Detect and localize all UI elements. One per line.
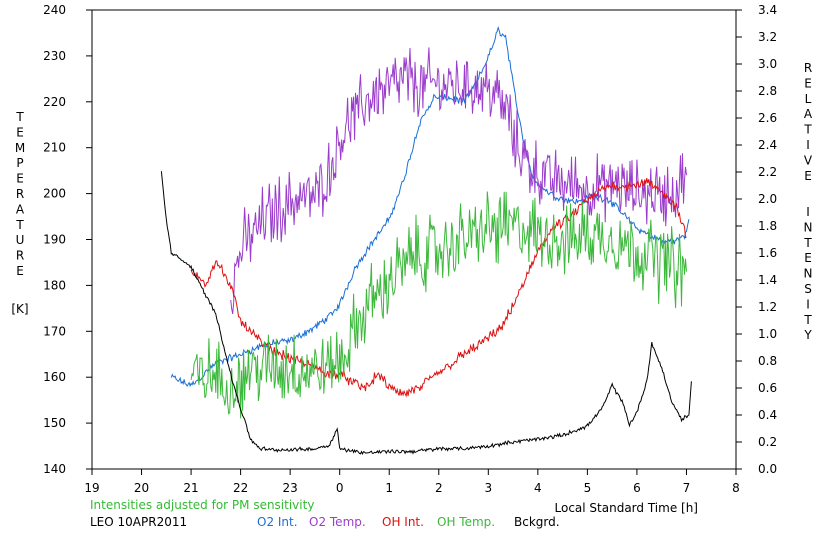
right-axis-title-letter: V xyxy=(804,153,813,167)
legend-entry: O2 Int. xyxy=(257,515,298,529)
left-tick-label: 160 xyxy=(43,370,66,384)
x-axis: 19 20 21 22 23 0 1 2 3 4 5 6 7 8 xyxy=(84,469,740,495)
left-axis-title-letter: A xyxy=(16,202,25,216)
right-tick-label: 2.8 xyxy=(758,84,777,98)
plot-border xyxy=(91,9,737,470)
right-tick-label: 2.2 xyxy=(758,165,777,179)
plot-frame xyxy=(91,9,737,470)
x-tick-label: 2 xyxy=(435,481,443,495)
x-tick-label: 23 xyxy=(283,481,298,495)
right-axis-title-letter: N xyxy=(804,267,813,281)
left-axis: 140 150 160 170 180 190 200 210 220 230 240 xyxy=(43,3,92,476)
x-tick-label: 22 xyxy=(233,481,248,495)
left-axis-title-letter: T xyxy=(15,218,24,232)
legend-entry: OH Int. xyxy=(382,515,424,529)
right-axis-title-letter: E xyxy=(804,251,812,265)
x-tick-label: 5 xyxy=(584,481,592,495)
right-axis-title-letter: I xyxy=(806,297,810,311)
legend: O2 Int. O2 Temp. OH Int. OH Temp. Bckgrd. xyxy=(257,515,560,529)
right-tick-label: 0.8 xyxy=(758,354,777,368)
right-axis: 0.0 0.2 0.4 0.6 0.8 1.0 1.2 1.4 1.6 1.8 2.0 2.2 2.4 2… xyxy=(736,3,777,476)
left-axis-unit: [K] xyxy=(11,302,28,316)
right-tick-label: 1.0 xyxy=(758,327,777,341)
right-axis-title-letter: N xyxy=(804,220,813,234)
left-axis-title-letter: T xyxy=(15,110,24,124)
left-tick-label: 210 xyxy=(43,141,66,155)
right-tick-label: 2.0 xyxy=(758,192,777,206)
x-tick-label: 7 xyxy=(683,481,691,495)
left-tick-label: 240 xyxy=(43,3,66,17)
right-tick-label: 0.0 xyxy=(758,462,777,476)
x-tick-label: 8 xyxy=(732,481,740,495)
x-tick-label: 20 xyxy=(134,481,149,495)
x-tick-label: 4 xyxy=(534,481,542,495)
x-tick-label: 0 xyxy=(336,481,344,495)
left-tick-label: 200 xyxy=(43,187,66,201)
series-line-bckgrd xyxy=(160,171,692,456)
left-tick-label: 180 xyxy=(43,278,66,292)
x-tick-label: 3 xyxy=(484,481,492,495)
left-tick-label: 230 xyxy=(43,49,66,63)
left-axis-title-letter: R xyxy=(16,249,24,263)
right-axis-title-letter: E xyxy=(804,169,812,183)
series-line-o2-int xyxy=(170,25,690,388)
left-axis-title-letter: R xyxy=(16,187,24,201)
x-tick-label: 21 xyxy=(183,481,198,495)
right-axis-title-letter: T xyxy=(803,313,812,327)
right-axis-title-letter: S xyxy=(804,282,812,296)
right-axis-title-letter: R xyxy=(804,61,812,75)
right-tick-label: 2.6 xyxy=(758,111,777,125)
right-tick-label: 1.4 xyxy=(758,273,777,287)
right-axis-title-letter: T xyxy=(803,123,812,137)
station-date-label: LEO 10APR2011 xyxy=(90,515,187,529)
right-tick-label: 0.4 xyxy=(758,408,777,422)
left-axis-title-letter: U xyxy=(16,233,25,247)
left-tick-label: 140 xyxy=(43,462,66,476)
right-tick-label: 3.2 xyxy=(758,30,777,44)
left-tick-label: 150 xyxy=(43,416,66,430)
right-axis-title-letter: A xyxy=(804,107,813,121)
left-axis-title-letter: P xyxy=(16,156,23,170)
legend-entry: Bckgrd. xyxy=(514,515,560,529)
left-axis-title-letter: E xyxy=(16,172,24,186)
x-tick-label: 1 xyxy=(385,481,393,495)
x-axis-label: Local Standard Time [h] xyxy=(555,501,698,515)
left-axis-title-letter: M xyxy=(15,141,25,155)
right-tick-label: 1.8 xyxy=(758,219,777,233)
series-line-oh-temp xyxy=(190,191,687,419)
legend-entry: OH Temp. xyxy=(437,515,495,529)
series-line-o2-temp xyxy=(230,47,687,314)
x-tick-label: 19 xyxy=(84,481,99,495)
right-tick-label: 3.4 xyxy=(758,3,777,17)
left-tick-label: 190 xyxy=(43,233,66,247)
right-axis-title-letter: L xyxy=(805,92,812,106)
left-tick-label: 170 xyxy=(43,324,66,338)
pm-sensitivity-note: Intensities adjusted for PM sensitivity xyxy=(90,498,314,512)
right-axis-title-letter: I xyxy=(806,205,810,219)
right-axis-title-letter: T xyxy=(803,236,812,250)
legend-entry: O2 Temp. xyxy=(309,515,366,529)
x-tick-label: 6 xyxy=(633,481,641,495)
right-tick-label: 3.0 xyxy=(758,57,777,71)
left-tick-label: 220 xyxy=(43,95,66,109)
right-axis-title-letter: Y xyxy=(803,328,812,342)
right-tick-label: 2.4 xyxy=(758,138,777,152)
right-tick-label: 0.2 xyxy=(758,435,777,449)
left-axis-title-letter: E xyxy=(16,264,24,278)
right-tick-label: 1.6 xyxy=(758,246,777,260)
right-tick-label: 0.6 xyxy=(758,381,777,395)
series-layer xyxy=(160,25,692,456)
right-axis-title-letter: I xyxy=(806,138,810,152)
right-tick-label: 1.2 xyxy=(758,300,777,314)
left-axis-title-letter: E xyxy=(16,125,24,139)
right-axis-title-letter: E xyxy=(804,76,812,90)
